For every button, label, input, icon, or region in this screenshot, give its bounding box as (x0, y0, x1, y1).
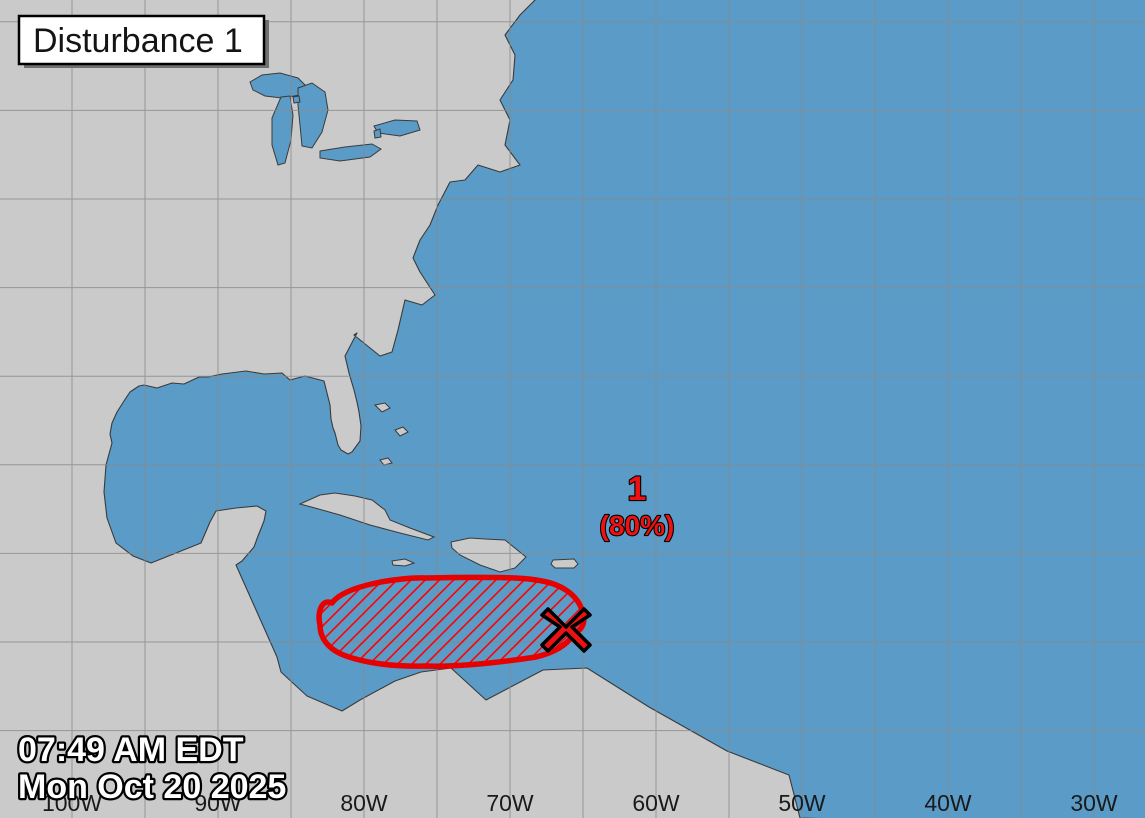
svg-text:40W: 40W (924, 790, 972, 816)
svg-text:Mon Oct 20 2025: Mon Oct 20 2025 (18, 768, 286, 806)
svg-text:60W: 60W (632, 790, 680, 816)
svg-text:(80%): (80%) (600, 510, 675, 541)
svg-text:80W: 80W (340, 790, 388, 816)
svg-text:70W: 70W (486, 790, 534, 816)
svg-text:07:49 AM EDT: 07:49 AM EDT (18, 731, 244, 769)
svg-text:30W: 30W (1070, 790, 1118, 816)
svg-text:Disturbance 1: Disturbance 1 (33, 22, 243, 60)
svg-text:50W: 50W (778, 790, 826, 816)
svg-text:1: 1 (628, 470, 647, 508)
